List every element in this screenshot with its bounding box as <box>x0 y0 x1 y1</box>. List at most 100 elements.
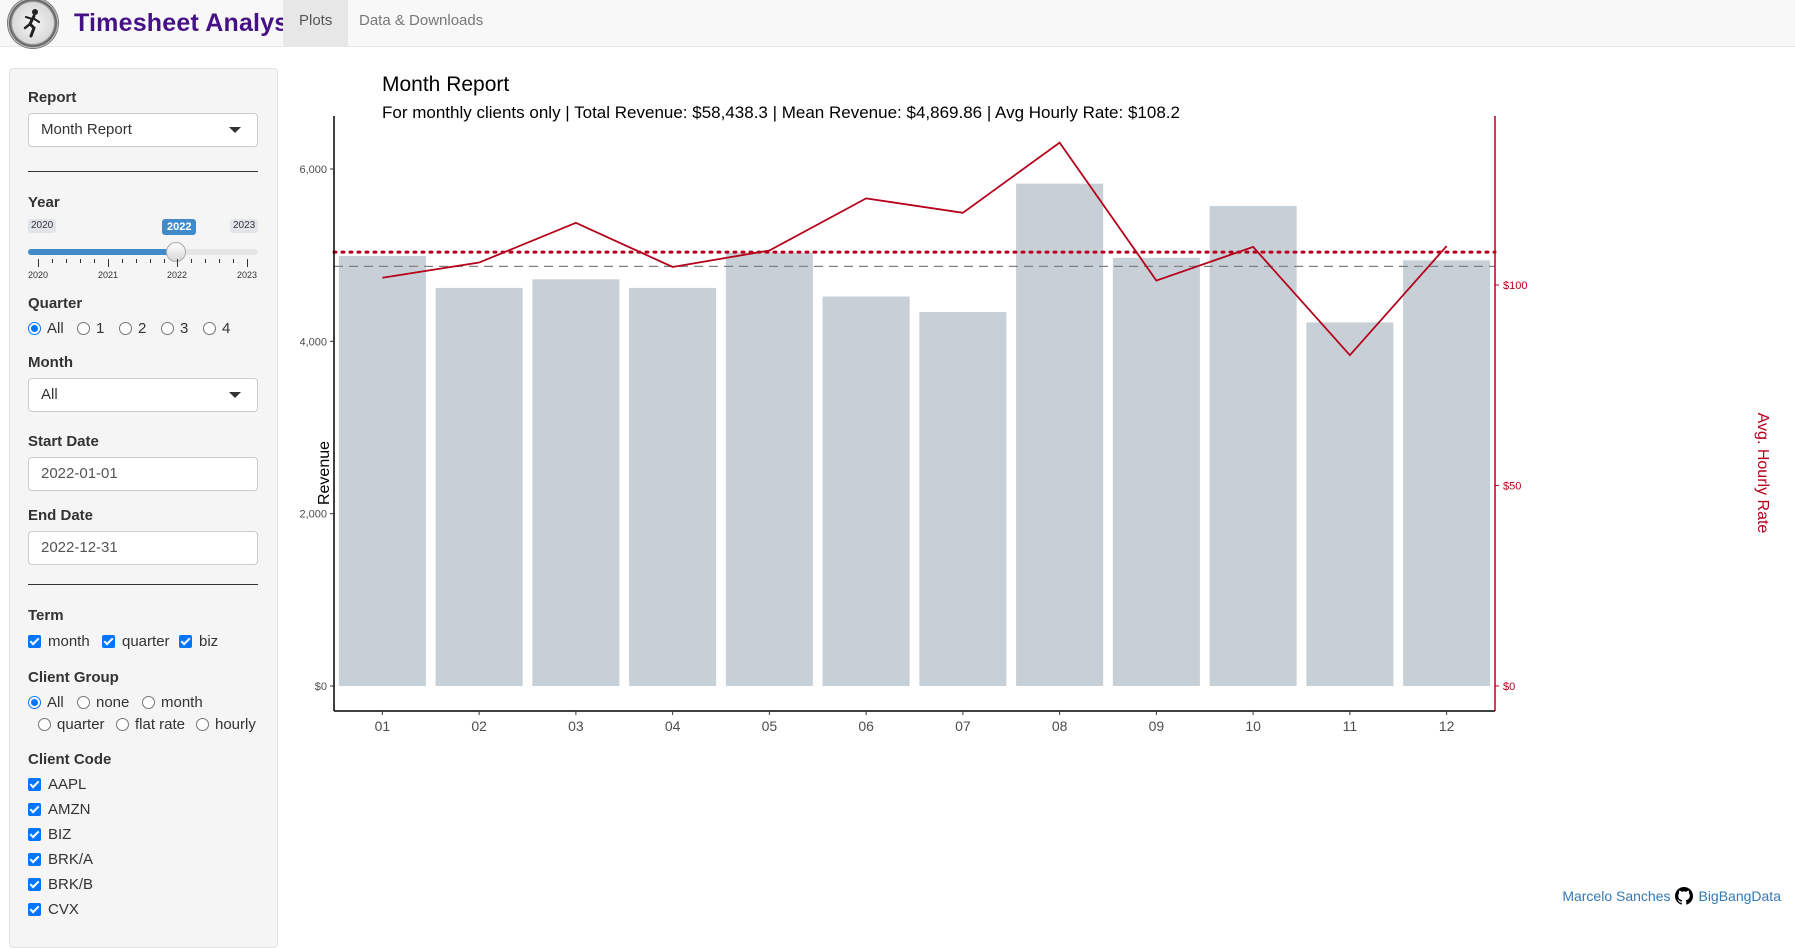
x-tick-label: 02 <box>471 718 487 734</box>
client-code-label: Client Code <box>28 751 112 768</box>
radio-button[interactable] <box>77 696 90 709</box>
client-group-radio-none[interactable]: none <box>77 694 129 711</box>
slider-minor-tick <box>164 259 165 263</box>
client-group-radio-all[interactable]: All <box>28 694 64 711</box>
term-checkbox-biz[interactable]: biz <box>179 633 218 650</box>
radio-label: 3 <box>180 320 189 337</box>
checkbox[interactable] <box>28 903 41 916</box>
bar <box>629 287 717 686</box>
x-tick-label: 07 <box>955 718 971 734</box>
month-select[interactable]: All <box>28 378 258 412</box>
checkbox-label: CVX <box>48 901 79 918</box>
radio-label: month <box>161 694 203 711</box>
start-date-label: Start Date <box>28 433 99 450</box>
checkbox[interactable] <box>28 778 41 791</box>
checkbox[interactable] <box>28 853 41 866</box>
x-tick-label: 06 <box>858 718 874 734</box>
radio-label: quarter <box>57 716 105 733</box>
radio-button[interactable] <box>38 718 51 731</box>
term-checkbox-quarter[interactable]: quarter <box>102 633 170 650</box>
tab-data-downloads[interactable]: Data & Downloads <box>359 12 484 29</box>
radio-label: 1 <box>96 320 105 337</box>
y-tick-label: $2,000 <box>300 509 327 521</box>
radio-label: none <box>96 694 130 711</box>
checkbox-label: quarter <box>122 633 170 650</box>
quarter-label: Quarter <box>28 295 83 312</box>
checkbox[interactable] <box>28 878 41 891</box>
year-tick-label: 2023 <box>237 270 258 280</box>
radio-button[interactable] <box>28 696 41 709</box>
slider-minor-tick <box>94 259 95 263</box>
month-label: Month <box>28 354 73 371</box>
client-group-radio-month[interactable]: month <box>142 694 203 711</box>
footer: Marcelo Sanches BigBangData <box>1562 887 1781 905</box>
radio-button[interactable] <box>203 322 216 335</box>
tab-plots[interactable]: Plots <box>283 0 349 47</box>
client-group-radio-quarter[interactable]: quarter <box>38 716 105 733</box>
client-code-checkbox-brk-b[interactable]: BRK/B <box>28 876 93 893</box>
org-link[interactable]: BigBangData <box>1698 888 1781 904</box>
checkbox[interactable] <box>179 635 192 648</box>
checkbox-label: month <box>48 633 90 650</box>
term-checkbox-month[interactable]: month <box>28 633 90 650</box>
bar <box>532 279 620 686</box>
radio-button[interactable] <box>142 696 155 709</box>
brand: Timesheet Analysis <box>8 0 310 49</box>
checkbox[interactable] <box>28 828 41 841</box>
quarter-radio-2[interactable]: 2 <box>119 320 146 337</box>
y-axis-title: Revenue <box>316 441 333 505</box>
bar <box>338 256 426 686</box>
checkbox-label: AAPL <box>48 776 87 793</box>
chevron-down-icon <box>229 392 241 398</box>
slider-minor-tick <box>122 259 123 263</box>
end-date-input[interactable]: 2022-12-31 <box>28 531 258 565</box>
radio-label: 2 <box>138 320 147 337</box>
chart-subtitle: For monthly clients only | Total Revenue… <box>382 103 1180 122</box>
y2-tick-label: $100 <box>1503 280 1527 292</box>
radio-button[interactable] <box>119 322 132 335</box>
checkbox-label: BRK/B <box>48 876 94 893</box>
client-code-checkbox-aapl[interactable]: AAPL <box>28 776 86 793</box>
quarter-radio-all[interactable]: All <box>28 320 64 337</box>
app-title: Timesheet Analysis <box>74 8 310 37</box>
year-slider-max: 2023 <box>230 219 259 233</box>
start-date-input[interactable]: 2022-01-01 <box>28 457 258 491</box>
checkbox[interactable] <box>102 635 115 648</box>
radio-label: All <box>47 320 64 337</box>
quarter-radio-4[interactable]: 4 <box>203 320 230 337</box>
client-code-checkbox-cvx[interactable]: CVX <box>28 901 79 918</box>
radio-label: All <box>47 694 64 711</box>
radio-button[interactable] <box>116 718 129 731</box>
client-group-radio-flat-rate[interactable]: flat rate <box>116 716 185 733</box>
x-tick-label: 11 <box>1343 718 1358 734</box>
checkbox-label: BIZ <box>48 826 72 843</box>
year-slider[interactable]: 2020 2022 2023 2020 2021 2022 2023 <box>28 219 260 289</box>
client-code-checkbox-amzn[interactable]: AMZN <box>28 801 91 818</box>
bar <box>822 296 910 686</box>
slider-minor-tick <box>233 259 234 263</box>
checkbox[interactable] <box>28 803 41 816</box>
github-icon[interactable] <box>1675 887 1694 905</box>
report-select[interactable]: Month Report <box>28 113 258 147</box>
client-group-radio-hourly[interactable]: hourly <box>196 716 256 733</box>
radio-button[interactable] <box>28 322 41 335</box>
x-tick-label: 10 <box>1245 718 1261 734</box>
year-slider-handle[interactable] <box>166 242 186 262</box>
quarter-radio-1[interactable]: 1 <box>77 320 104 337</box>
radio-label: flat rate <box>135 716 186 733</box>
checkbox[interactable] <box>28 635 41 648</box>
radio-button[interactable] <box>77 322 90 335</box>
client-code-checkbox-biz[interactable]: BIZ <box>28 826 71 843</box>
author-link[interactable]: Marcelo Sanches <box>1562 888 1671 904</box>
quarter-radio-3[interactable]: 3 <box>161 320 188 337</box>
radio-button[interactable] <box>161 322 174 335</box>
client-code-checkbox-brk-a[interactable]: BRK/A <box>28 851 93 868</box>
radio-label: hourly <box>215 716 256 733</box>
radio-label: 4 <box>222 320 231 337</box>
slider-minor-tick <box>191 259 192 263</box>
radio-button[interactable] <box>196 718 209 731</box>
year-tick-label: 2021 <box>98 270 119 280</box>
bar <box>435 287 523 686</box>
x-tick-label: 09 <box>1149 718 1165 734</box>
navbar: Timesheet Analysis Plots Data & Download… <box>0 0 1795 49</box>
